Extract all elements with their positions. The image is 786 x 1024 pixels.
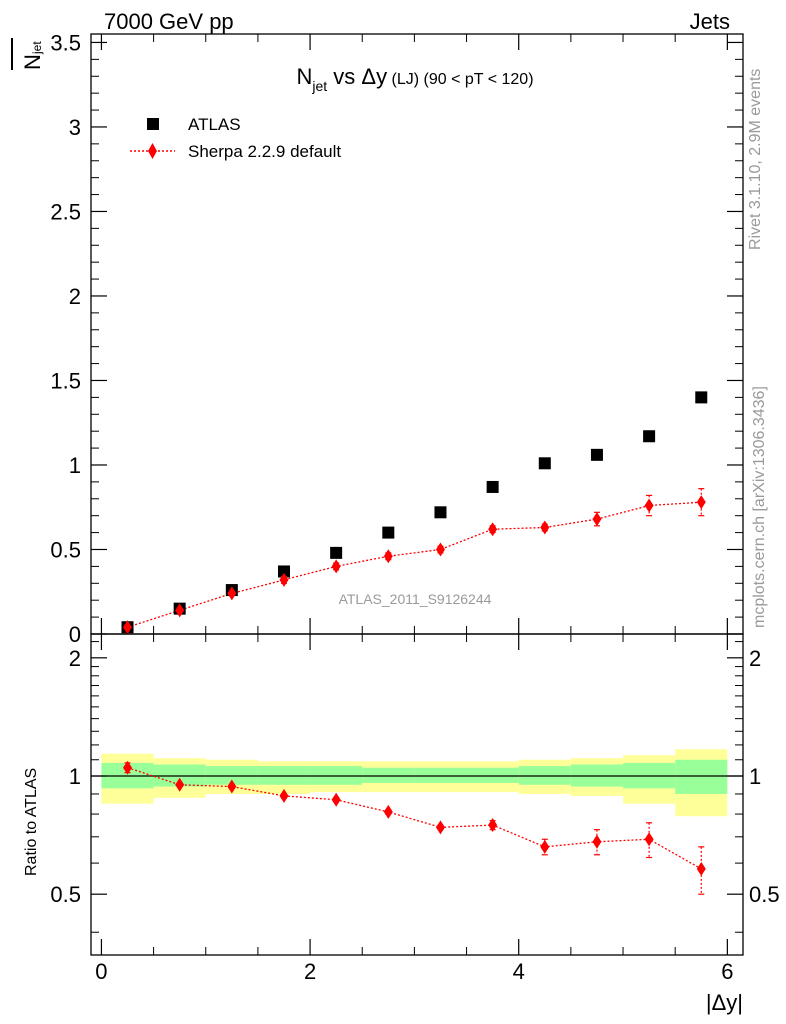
x-tick-label: 0 bbox=[95, 959, 107, 984]
y-tick-label: 2.5 bbox=[50, 199, 81, 224]
green-band bbox=[466, 767, 519, 783]
ratio-y-tick-label-right: 2 bbox=[749, 646, 761, 671]
ratio-point bbox=[227, 779, 237, 794]
ratio-y-label: Ratio to ATLAS bbox=[23, 768, 40, 876]
main-panel bbox=[121, 391, 708, 635]
sherpa-line bbox=[127, 501, 702, 628]
ratio-point bbox=[488, 818, 498, 833]
sherpa-point bbox=[383, 549, 393, 564]
y-tick-label: 0 bbox=[69, 622, 81, 647]
title-lj: (LJ) bbox=[387, 71, 419, 88]
legend-marker-atlas bbox=[147, 118, 159, 130]
atlas-point bbox=[277, 565, 290, 578]
watermark: ATLAS_2011_S9126244 bbox=[339, 591, 492, 607]
legend-label-sherpa: Sherpa 2.2.9 default bbox=[188, 142, 341, 161]
sherpa-point bbox=[227, 586, 237, 601]
rivet-label: Rivet 3.1.10, 2.9M events bbox=[747, 69, 764, 250]
legend-marker-sherpa bbox=[148, 143, 157, 159]
mcplots-label: mcplots.cern.ch [arXiv:1306.3436] bbox=[751, 386, 768, 628]
ratio-y-tick-label-right: 1 bbox=[749, 764, 761, 789]
x-tick-label: 2 bbox=[304, 959, 316, 984]
sherpa-point bbox=[123, 620, 133, 635]
green-band bbox=[675, 759, 728, 794]
ratio-line bbox=[127, 767, 702, 870]
y-tick-label: 3.5 bbox=[50, 30, 81, 55]
y-axis-label: N jet bbox=[20, 41, 45, 70]
sherpa-point bbox=[644, 498, 654, 513]
y-tick-label: 1 bbox=[69, 453, 81, 478]
ratio-y-tick-label: 0.5 bbox=[50, 882, 81, 907]
chart-title: Njet vs Δy (LJ) (90 < pT < 120) bbox=[296, 64, 533, 94]
ratio-point bbox=[435, 820, 445, 835]
ratio-point bbox=[696, 861, 706, 876]
y-tick-label: 1.5 bbox=[50, 368, 81, 393]
y-tick-label: 3 bbox=[69, 115, 81, 140]
atlas-point bbox=[695, 391, 708, 404]
x-axis-label: |Δy| bbox=[706, 990, 743, 1015]
sherpa-point bbox=[435, 542, 445, 557]
sherpa-point bbox=[592, 512, 602, 527]
sherpa-point bbox=[540, 520, 550, 535]
ratio-y-tick-label-right: 0.5 bbox=[749, 882, 780, 907]
y-label-main: N bbox=[20, 54, 45, 70]
ratio-point bbox=[331, 792, 341, 807]
title-vs: vs Δy bbox=[327, 64, 387, 89]
ratio-y-tick-label: 2 bbox=[69, 646, 81, 671]
atlas-point bbox=[330, 546, 343, 559]
title-n-sub: jet bbox=[311, 78, 327, 94]
header-left: 7000 GeV pp bbox=[104, 9, 234, 34]
atlas-point bbox=[643, 430, 656, 443]
sherpa-point bbox=[279, 572, 289, 587]
header-right: Jets bbox=[690, 9, 730, 34]
ratio-point bbox=[383, 804, 393, 819]
legend-label-atlas: ATLAS bbox=[188, 115, 241, 134]
x-tick-label: 6 bbox=[721, 959, 733, 984]
y-tick-label: 2 bbox=[69, 284, 81, 309]
title-range: (90 < pT < 120) bbox=[419, 71, 533, 88]
green-band bbox=[414, 767, 467, 783]
atlas-point bbox=[486, 480, 499, 493]
ratio-point bbox=[123, 760, 133, 775]
title-n: N bbox=[296, 64, 312, 89]
ratio-point bbox=[175, 777, 185, 792]
axes: 00.511.522.533.50.5 0.51 12 20 2 4 6 bbox=[50, 30, 779, 984]
y-tick-label: 0.5 bbox=[50, 537, 81, 562]
atlas-point bbox=[590, 448, 603, 461]
ratio-y-tick-label: 1 bbox=[69, 764, 81, 789]
sherpa-point bbox=[696, 495, 706, 510]
ratio-point bbox=[279, 788, 289, 803]
green-band bbox=[362, 767, 415, 783]
sherpa-point bbox=[488, 522, 498, 537]
ratio-point bbox=[592, 834, 602, 849]
ratio-point bbox=[644, 832, 654, 847]
ratio-panel bbox=[123, 760, 706, 895]
sherpa-point bbox=[331, 559, 341, 574]
ratio-point bbox=[540, 839, 550, 854]
atlas-point bbox=[538, 457, 551, 470]
atlas-point bbox=[434, 506, 447, 519]
ratio-bands bbox=[91, 749, 743, 817]
sherpa-point bbox=[175, 603, 185, 618]
ratio-frame bbox=[90, 633, 744, 956]
y-label-sub: jet bbox=[30, 41, 44, 55]
legend: ATLAS Sherpa 2.2.9 default bbox=[130, 115, 341, 161]
x-tick-label: 4 bbox=[513, 959, 525, 984]
atlas-point bbox=[382, 526, 395, 539]
